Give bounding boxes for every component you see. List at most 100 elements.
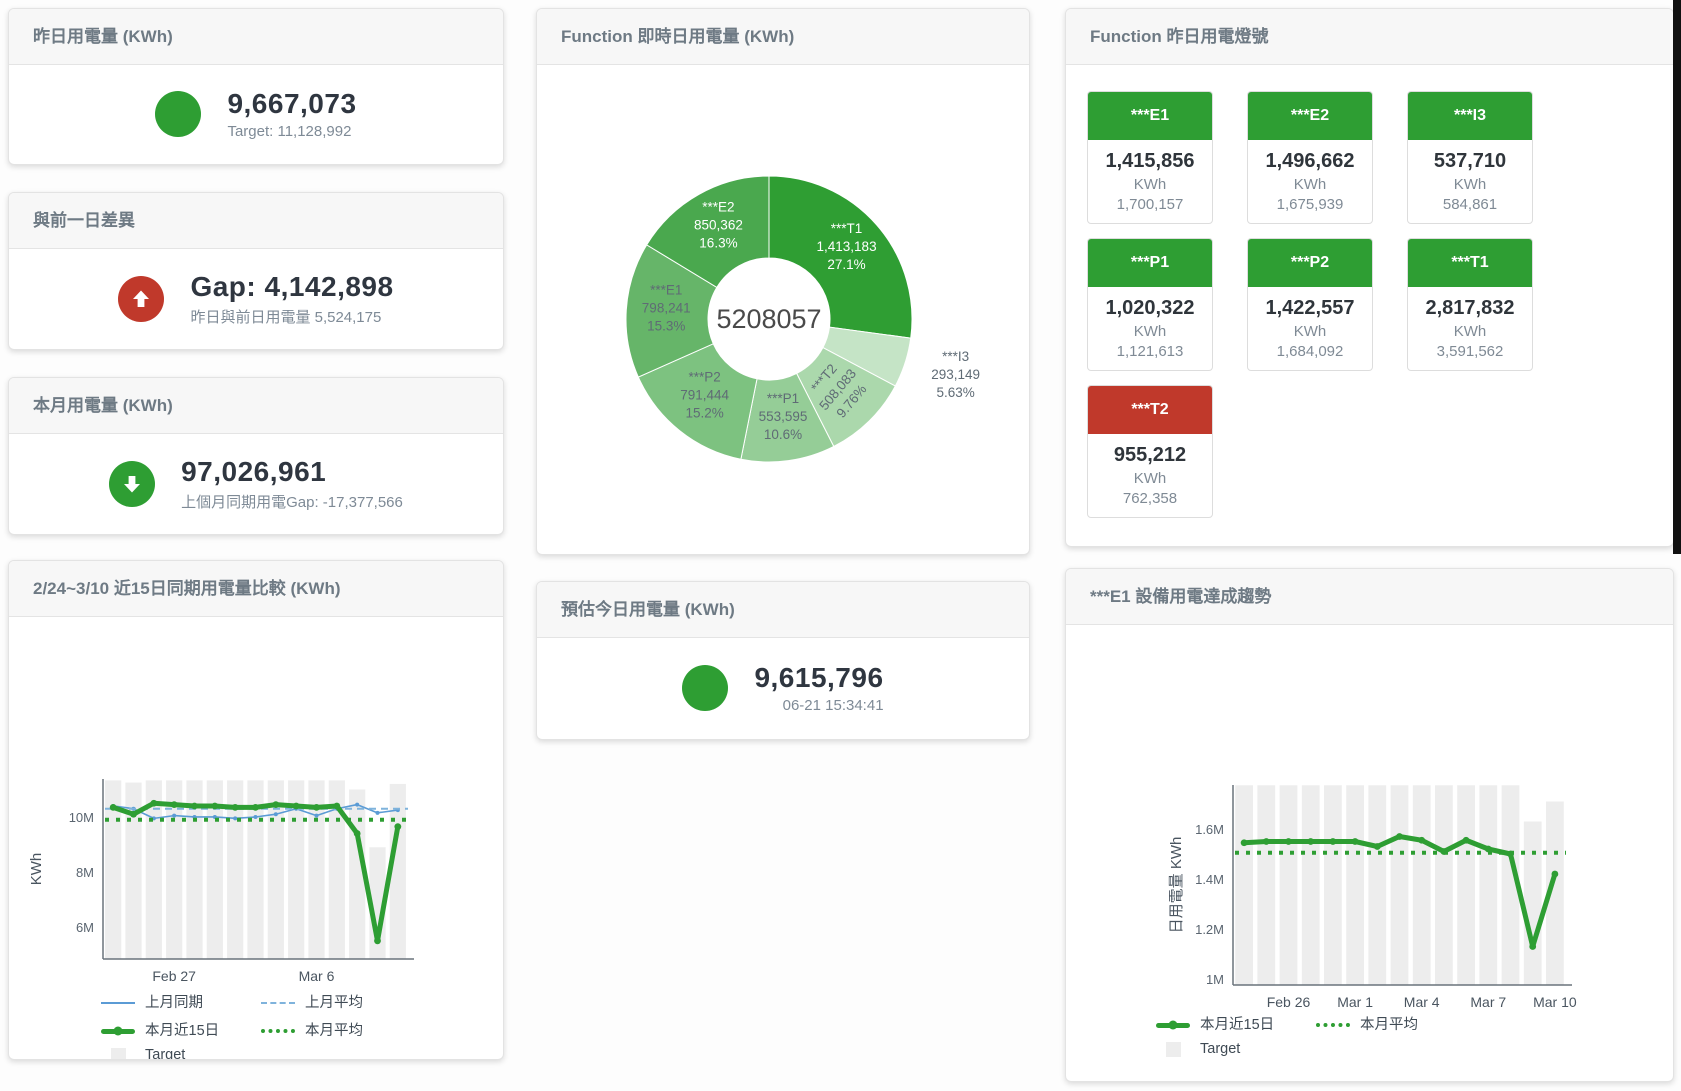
light-tile-target: 3,591,562	[1436, 343, 1504, 360]
status-circle-green	[155, 91, 202, 137]
donut-slice-label: ***P1 553,595 10.6%	[759, 391, 808, 442]
light-tile-target: 762,358	[1122, 490, 1178, 507]
target-bar	[1390, 785, 1409, 985]
donut-slice-label: ***T1 1,413,183 27.1%	[817, 221, 877, 272]
target-bar	[186, 780, 203, 959]
legend-label: 本月近15日	[145, 1023, 220, 1039]
card-month-usage-title: 本月用電量 (KWh)	[9, 378, 503, 434]
target-bar	[267, 780, 284, 959]
light-tile-value: 2,817,832	[1425, 297, 1515, 319]
light-tile-body: 1,020,322 KWh 1,121,613	[1088, 287, 1212, 370]
y-tick-label: 1.2M	[1195, 922, 1224, 937]
x-tick-label: Mar 7	[1470, 994, 1506, 1010]
light-tile-unit: KWh	[1133, 323, 1167, 340]
donut-slice-label: ***I3 293,149 5.63%	[931, 349, 980, 400]
light-tile-P2[interactable]: ***P2 1,422,557 KWh 1,684,092	[1247, 238, 1373, 371]
donut-slice-T1	[768, 175, 913, 339]
target-bar	[227, 780, 244, 959]
target-bar	[166, 780, 183, 959]
target-bar	[247, 780, 264, 959]
card-15day-comparison-title: 2/24~3/10 近15日同期用電量比較 (KWh)	[9, 561, 503, 617]
card-usage-lights: Function 昨日用電燈號 ***E1 1,415,856 KWh 1,700,1…	[1065, 8, 1674, 547]
light-tile-name: ***T1	[1408, 239, 1532, 287]
y-axis-label: 日用電量 KWh	[1168, 837, 1185, 934]
light-tile-unit: KWh	[1133, 176, 1167, 193]
card-15day-comparison: 2/24~3/10 近15日同期用電量比較 (KWh) 6M 8M 10M Feb 2…	[8, 560, 504, 1060]
status-circle-green	[682, 665, 729, 711]
card-gap-prev-day-title: 與前一日差異	[9, 193, 503, 249]
legend-item-gray-box[interactable]: Target	[1156, 1041, 1316, 1057]
legend-item-green-dot[interactable]: 本月平均	[261, 1019, 421, 1040]
legend-label: 本月平均	[1360, 1017, 1418, 1033]
target-bar	[125, 782, 142, 959]
legend-item-gray-box[interactable]: Target	[101, 1047, 261, 1060]
light-tile-I3[interactable]: ***I3 537,710 KWh 584,861	[1407, 91, 1533, 224]
legend-swatch-gray-box	[1166, 1041, 1181, 1057]
target-bar	[288, 780, 305, 959]
legend-swatch-blue-dash	[261, 1002, 295, 1005]
card-yesterday-usage-title: 昨日用電量 (KWh)	[9, 9, 503, 65]
target-bar	[328, 780, 345, 959]
target-bar	[105, 780, 122, 959]
legend-swatch-green-dot	[261, 1029, 295, 1034]
target-bar	[1479, 785, 1498, 985]
light-tile-target: 1,675,939	[1276, 196, 1344, 213]
today-estimate-gauge: 9,615,796 06-21 15:34:41	[537, 638, 1029, 738]
y-tick-label: 1.4M	[1195, 872, 1224, 887]
light-tile-value: 1,415,856	[1105, 150, 1195, 172]
y-tick-label: 1.6M	[1195, 822, 1224, 837]
target-bar	[1501, 785, 1520, 985]
light-tile-name: ***E1	[1088, 92, 1212, 140]
light-tile-T2[interactable]: ***T2 955,212 KWh 762,358	[1087, 385, 1213, 518]
light-tile-target: 584,861	[1442, 196, 1498, 213]
y-tick-label: 1M	[1206, 972, 1224, 987]
e1-trend-line-chart: 1M 1.2M 1.4M 1.6M Feb 26 Mar 1 Mar 4 Mar 7 Mar 1…	[1168, 785, 1577, 1010]
light-tile-unit: KWh	[1453, 323, 1487, 340]
light-tile-T1[interactable]: ***T1 2,817,832 KWh 3,591,562	[1407, 238, 1533, 371]
legend-item-green-thick[interactable]: 本月近15日	[101, 1019, 261, 1040]
light-tile-body: 2,817,832 KWh 3,591,562	[1408, 287, 1532, 370]
target-bar	[1412, 785, 1431, 985]
target-bar	[1279, 785, 1298, 985]
target-bar	[1546, 801, 1564, 985]
realtime-usage-donut-chart: ***T1 1,413,183 27.1%***I3 293,149 5.63%***T…	[625, 175, 980, 463]
x-tick-label: Mar 10	[1533, 994, 1577, 1010]
legend-swatch-green-thick	[1156, 1022, 1190, 1028]
today-estimate-value: 9,615,796	[754, 662, 884, 693]
light-tile-E1[interactable]: ***E1 1,415,856 KWh 1,700,157	[1087, 91, 1213, 224]
legend-item-blue-dash[interactable]: 上月平均	[261, 991, 421, 1012]
card-usage-lights-title: Function 昨日用電燈號	[1066, 9, 1673, 65]
light-tile-target: 1,700,157	[1116, 196, 1184, 213]
light-tile-value: 1,020,322	[1105, 297, 1195, 319]
target-bar	[1301, 785, 1320, 985]
e1-trend-legend: 本月近15日 本月平均 Target	[1066, 1013, 1673, 1057]
light-tile-target: 1,684,092	[1276, 343, 1344, 360]
light-tile-unit: KWh	[1133, 470, 1167, 487]
light-tile-P1[interactable]: ***P1 1,020,322 KWh 1,121,613	[1087, 238, 1213, 371]
x-tick-label: Mar 4	[1404, 994, 1440, 1010]
legend-item-green-thick[interactable]: 本月近15日	[1156, 1013, 1316, 1034]
legend-label: Target	[1200, 1041, 1241, 1057]
target-bar	[1523, 821, 1542, 985]
light-tile-E2[interactable]: ***E2 1,496,662 KWh 1,675,939	[1247, 91, 1373, 224]
light-tile-name: ***E2	[1248, 92, 1372, 140]
legend-label: Target	[145, 1047, 186, 1060]
e1-trend-chart-area: 1M 1.2M 1.4M 1.6M Feb 26 Mar 1 Mar 4 Mar 7 Mar 1…	[1066, 625, 1673, 1057]
y-tick-label: 8M	[76, 865, 94, 880]
light-tile-body: 537,710 KWh 584,861	[1408, 140, 1532, 223]
gap-gauge: Gap: 4,142,898 昨日與前日用電量 5,524,175	[9, 249, 503, 348]
today-estimate-timestamp: 06-21 15:34:41	[782, 697, 884, 714]
light-tile-unit: KWh	[1453, 176, 1487, 193]
yesterday-usage-target: Target: 11,128,992	[227, 123, 352, 140]
legend-item-green-dot[interactable]: 本月平均	[1316, 1013, 1476, 1034]
target-bar	[1368, 785, 1387, 985]
donut-slice-label: ***P2 791,444 15.2%	[680, 369, 729, 420]
target-bar	[1435, 785, 1453, 985]
comparison-line-chart: 6M 8M 10M Feb 27 Mar 6 KWh	[28, 779, 414, 984]
light-tile-value: 537,710	[1433, 150, 1507, 172]
target-bar	[308, 780, 325, 959]
legend-item-blue-line[interactable]: 上月同期	[101, 991, 261, 1012]
light-tile-value: 955,212	[1113, 444, 1187, 466]
donut-chart-area: ***T1 1,413,183 27.1% ***I3 293,149 5.63% ***T…	[537, 65, 1029, 553]
